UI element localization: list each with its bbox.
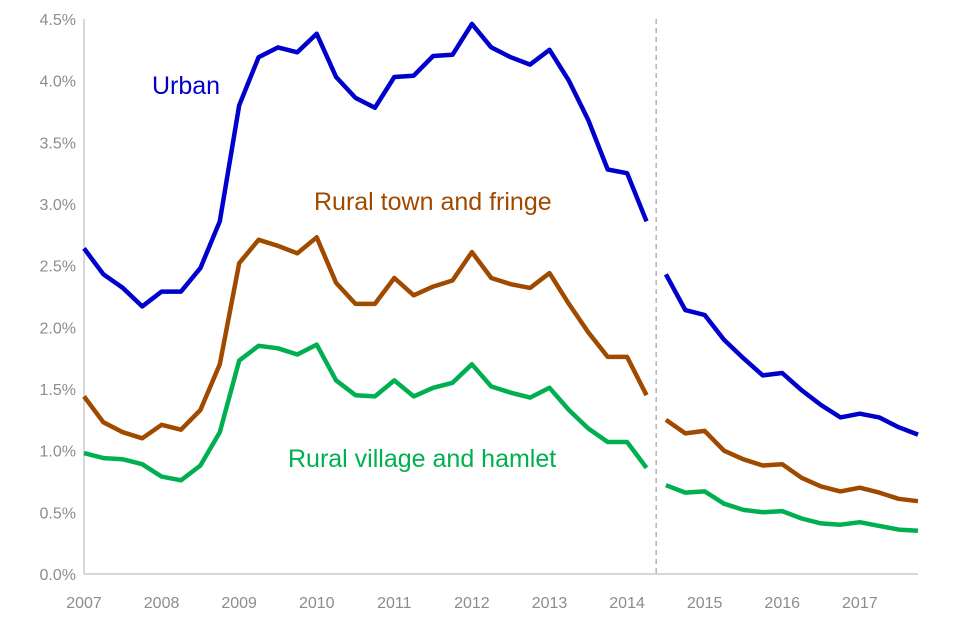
x-tick-labels: 2007 2008 2009 2010 2011 2012 2013 2014 2015 2016… bbox=[66, 595, 878, 612]
y-tick-label: 3.5% bbox=[40, 135, 76, 152]
x-tick-label: 2016 bbox=[764, 595, 800, 612]
axes bbox=[83, 19, 918, 575]
y-tick-label: 4.5% bbox=[40, 12, 76, 29]
series-line-2-segment-0 bbox=[83, 342, 649, 483]
x-tick-label: 2007 bbox=[66, 595, 102, 612]
series-lines bbox=[82, 21, 919, 534]
x-tick-label: 2015 bbox=[687, 595, 723, 612]
series-line-0-segment-0 bbox=[82, 21, 649, 309]
series-label-rural-town-and-fringe: Rural town and fringe bbox=[314, 188, 552, 216]
series-line-1-segment-1 bbox=[664, 417, 919, 504]
series-line-1-segment-0 bbox=[82, 235, 649, 441]
y-tick-label: 2.0% bbox=[40, 320, 76, 337]
y-tick-label: 2.5% bbox=[40, 259, 76, 276]
y-tick-label: 0.5% bbox=[40, 505, 76, 522]
x-tick-label: 2017 bbox=[842, 595, 878, 612]
series-labels: Urban Rural town and fringe Rural villag… bbox=[152, 72, 556, 473]
x-tick-label: 2009 bbox=[221, 595, 257, 612]
x-tick-label: 2014 bbox=[609, 595, 645, 612]
y-tick-label: 4.0% bbox=[40, 74, 76, 91]
series-line-2-segment-1 bbox=[665, 483, 919, 534]
x-tick-label: 2008 bbox=[144, 595, 180, 612]
y-tick-label: 1.5% bbox=[40, 382, 76, 399]
series-label-rural-village-and-hamlet: Rural village and hamlet bbox=[288, 445, 556, 473]
x-tick-label: 2012 bbox=[454, 595, 490, 612]
y-tick-label: 3.0% bbox=[40, 197, 76, 214]
y-tick-label: 1.0% bbox=[40, 444, 76, 461]
y-tick-labels: 0.0% 0.5% 1.0% 1.5% 2.0% 2.5% 3.0% 3.5% 4.0% 4.5% bbox=[40, 12, 76, 584]
x-tick-label: 2011 bbox=[377, 595, 412, 612]
series-label-urban: Urban bbox=[152, 72, 220, 100]
series-line-0-segment-1 bbox=[663, 273, 919, 437]
x-tick-label: 2013 bbox=[532, 595, 568, 612]
y-tick-label: 0.0% bbox=[40, 567, 76, 584]
x-tick-label: 2010 bbox=[299, 595, 335, 612]
